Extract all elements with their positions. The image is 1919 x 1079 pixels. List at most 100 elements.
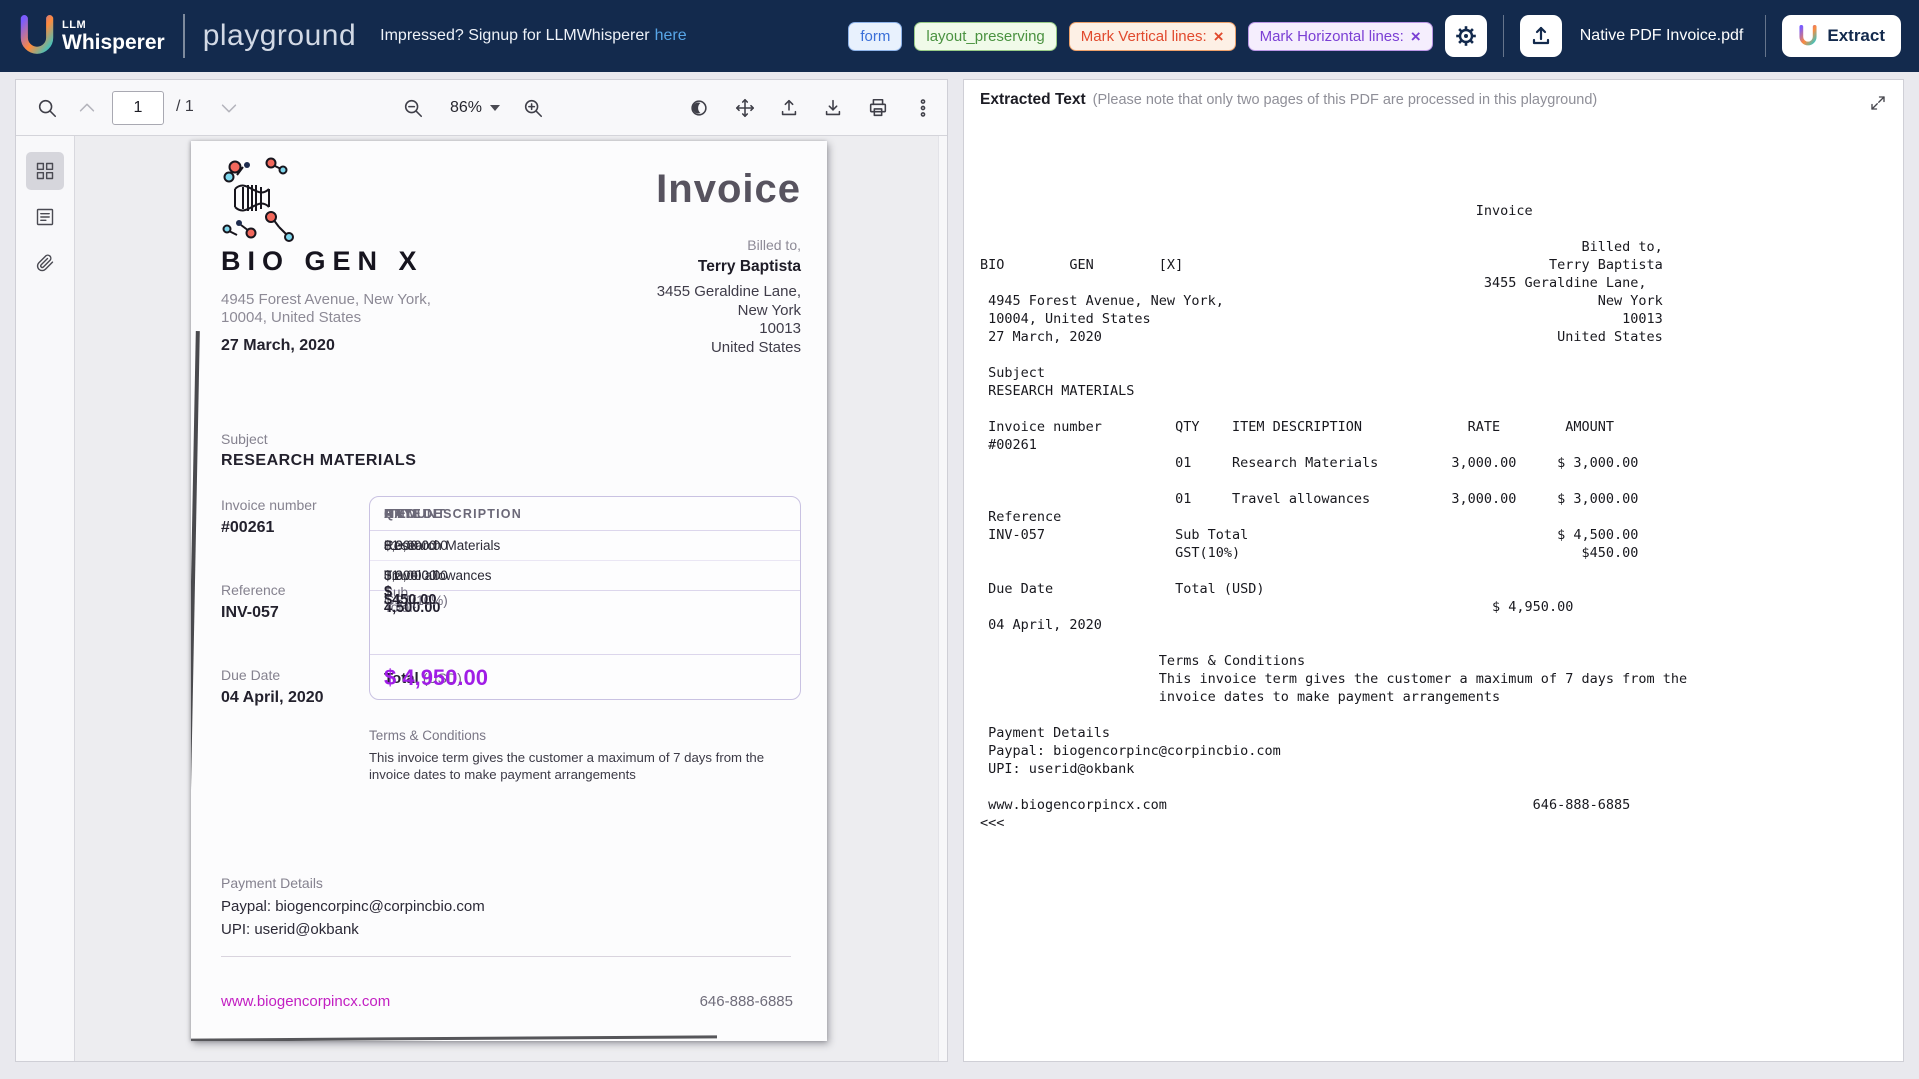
upi-line: UPI: userid@okbank [221, 921, 359, 938]
extracted-text-title: Extracted Text [980, 91, 1086, 108]
cell-rate: 3,000.00 [384, 568, 437, 583]
close-icon[interactable]: × [1213, 26, 1224, 46]
reference-value: INV-057 [221, 604, 279, 621]
subject-label: Subject [221, 431, 268, 447]
thumbnails-view-button[interactable] [26, 152, 64, 190]
zoom-level-value: 86% [450, 99, 483, 116]
table-header-row: QTY ITEM DESCRIPTION RATE AMOUNT [370, 497, 800, 531]
table-row: 01 Research Materials 3,000.00 $ 3,000.0… [370, 531, 800, 561]
pan-tool-button[interactable] [728, 91, 762, 125]
subtotal-label: Sub Total [384, 585, 413, 615]
viewer-body: Invoice BIO GEN X 4945 Forest Avenue, Ne… [16, 136, 947, 1061]
invoice-title: Invoice [656, 167, 801, 211]
pdf-canvas[interactable]: Invoice BIO GEN X 4945 Forest Avenue, Ne… [75, 136, 947, 1061]
invoice-number-value: #00261 [221, 519, 275, 536]
subject-value: RESEARCH MATERIALS [221, 452, 417, 469]
brightness-icon [691, 100, 707, 116]
company-address-line1: 4945 Forest Avenue, New York, [221, 291, 431, 308]
extract-button[interactable]: Extract [1782, 15, 1901, 57]
extracted-text-header: Extracted Text (Please note that only tw… [964, 80, 1903, 120]
loaded-filename: Native PDF Invoice.pdf [1579, 27, 1744, 44]
viewer-scrollbar[interactable] [938, 136, 947, 1061]
badge-output-layout-preserving[interactable]: layout_preserving [914, 21, 1057, 51]
column-header: QTY [384, 506, 414, 521]
brand-whisperer: Whisperer [62, 30, 165, 54]
brightness-toggle-button[interactable] [682, 91, 716, 125]
pan-move-icon [735, 98, 755, 118]
cell-description: Travel allowances [384, 568, 492, 583]
table-total-row: Total (USD) $ 4,950.00 [370, 655, 800, 701]
page-total-label: / 1 [176, 98, 194, 115]
thumbnails-grid-icon [36, 162, 54, 180]
extract-label: Extract [1827, 26, 1885, 45]
header-divider [182, 14, 185, 58]
brand-logo: LLM Whisperer [18, 15, 165, 57]
document-outline-icon [36, 208, 54, 226]
llmwhisperer-u-icon [1799, 25, 1817, 46]
gear-icon [1455, 26, 1476, 46]
cell-amount: $ 3,000.00 [384, 568, 448, 583]
print-button[interactable] [861, 91, 895, 125]
gst-value: $450.00 [384, 592, 437, 608]
payment-details-label: Payment Details [221, 875, 323, 891]
search-button[interactable] [30, 91, 64, 125]
billed-address: 3455 Geraldine Lane, New York 10013 Unit… [657, 283, 801, 357]
zoom-level-dropdown[interactable]: 86% [444, 91, 506, 125]
invoice-items-table: QTY ITEM DESCRIPTION RATE AMOUNT 01 Rese… [369, 496, 801, 700]
reference-label: Reference [221, 582, 286, 598]
settings-button[interactable] [1444, 15, 1487, 57]
outline-view-button[interactable] [26, 198, 64, 236]
company-address: 4945 Forest Avenue, New York, 10004, Uni… [221, 291, 431, 327]
extracted-text-panel: Extracted Text (Please note that only tw… [963, 79, 1904, 1062]
kebab-menu-icon [920, 99, 926, 117]
invoice-number-label: Invoice number [221, 497, 317, 513]
product-name: playground [202, 19, 357, 52]
next-page-button[interactable] [212, 91, 246, 125]
search-icon [38, 99, 57, 118]
billed-address-line: United States [710, 338, 801, 356]
due-date-value: 04 April, 2020 [221, 689, 324, 706]
page-number-input[interactable] [112, 91, 164, 125]
close-icon[interactable]: × [1410, 26, 1421, 46]
scan-edge [191, 1035, 718, 1041]
table-subtotal-section: Sub Total $ 4,500.00 GST(10%) $450.00 [370, 584, 800, 655]
extracted-text-note: (Please note that only two pages of this… [1092, 92, 1598, 108]
badge-mode-form[interactable]: form [848, 21, 903, 51]
attachments-button[interactable] [26, 244, 64, 282]
header-controls: form layout_preserving Mark Vertical lin… [848, 15, 1901, 57]
expand-panel-button[interactable] [1865, 90, 1891, 116]
zoom-out-button[interactable] [396, 91, 430, 125]
header-divider [1502, 15, 1504, 57]
upload-file-button[interactable] [1519, 15, 1562, 57]
pdf-toolbar: / 1 86% [16, 80, 947, 136]
upload-arrow-icon [781, 99, 797, 116]
expand-icon [1871, 96, 1885, 110]
total-currency: (USD) [422, 669, 462, 686]
badge-label: Mark Vertical lines: [1080, 27, 1207, 45]
badge-mark-vertical-lines[interactable]: Mark Vertical lines: × [1068, 21, 1236, 51]
chevron-up-icon [79, 103, 95, 112]
share-upload-button[interactable] [772, 91, 806, 125]
signup-link[interactable]: here [654, 27, 687, 44]
column-header: AMOUNT [384, 506, 447, 521]
previous-page-button[interactable] [70, 91, 104, 125]
chevron-down-icon [221, 104, 237, 113]
badge-mark-horizontal-lines[interactable]: Mark Horizontal lines: × [1247, 21, 1433, 51]
badge-label: layout_preserving [926, 27, 1045, 45]
zoom-out-icon [404, 99, 423, 118]
brand-text: LLM Whisperer [62, 19, 165, 54]
company-phone: 646-888-6885 [699, 993, 793, 1010]
footer-divider [221, 956, 791, 957]
invoice-date: 27 March, 2020 [221, 337, 335, 354]
total-label: Total (USD) [384, 670, 462, 687]
print-icon [869, 98, 887, 117]
column-header: ITEM DESCRIPTION [384, 506, 522, 521]
scan-edge [191, 331, 200, 1041]
download-button[interactable] [816, 91, 850, 125]
total-value: $ 4,950.00 [384, 665, 488, 690]
zoom-in-button[interactable] [516, 91, 550, 125]
viewer-sidebar [16, 136, 75, 1061]
dna-logo-icon [222, 157, 294, 242]
billed-address-line: New York [737, 301, 801, 319]
more-options-button[interactable] [906, 91, 940, 125]
